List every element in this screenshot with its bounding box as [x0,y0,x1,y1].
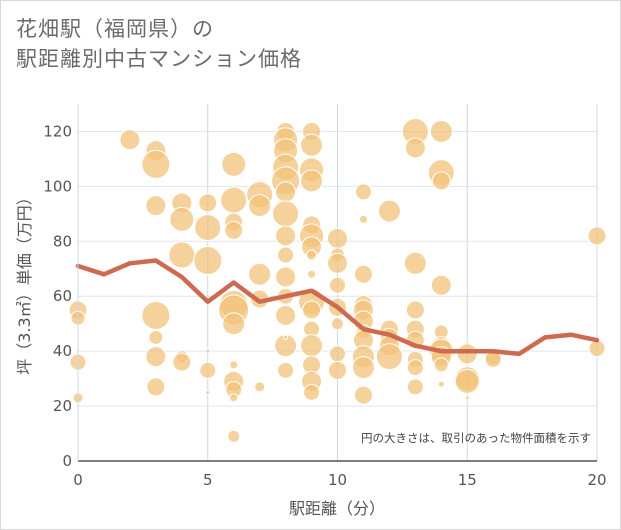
x-tick-label: 0 [73,471,83,489]
grid-lines [78,104,598,461]
bubble [141,300,171,330]
axes [77,104,597,462]
bubble [146,377,166,397]
bubble [351,356,375,380]
bubble [406,359,424,377]
title-line-2: 駅距離別中古マンション価格 [16,47,302,71]
bubble [145,195,167,217]
y-axis-title: 坪（3.3㎡）単価（万円） [15,189,34,374]
bubble [329,276,346,294]
y-tick-label: 80 [53,232,72,250]
bubble [205,389,211,395]
bubble [229,360,239,370]
bubble [272,200,300,228]
bubble [221,151,247,177]
bubble [145,346,167,368]
bubble [353,264,373,284]
bubble [168,241,196,269]
bubble [194,214,222,242]
bubble [248,262,272,286]
x-axis-title: 駅距離（分） [289,499,385,518]
y-tick-label: 60 [53,287,72,305]
y-tick-label: 40 [53,342,72,360]
bubble [303,383,321,401]
bubble [430,274,452,296]
bubble [300,133,324,157]
average-price-line [75,258,600,357]
bubble [220,186,248,214]
bubble [454,368,480,394]
bubble [429,119,453,143]
bubble [227,429,241,443]
x-tick-label: 20 [587,471,606,489]
bubble [587,226,607,246]
bubble [433,357,449,373]
bubble [224,220,244,240]
bubble [275,304,297,326]
size-note: 円の大きさは、取引のあった物件面積を示す [361,431,591,445]
bubble [358,214,368,224]
bubble [353,385,373,405]
bubble [464,395,470,401]
bubble [275,181,297,203]
bubble [328,360,347,380]
bubble [277,246,295,264]
bubble [141,149,171,179]
y-tick-label: 20 [53,397,72,415]
bubble [375,343,403,371]
bubble [300,334,324,358]
bubble [354,183,372,201]
bubble [193,246,223,276]
bubble [403,251,427,275]
bubble [377,199,401,223]
bubble [274,334,298,358]
chart-title: 花畑駅（福岡県）の 駅距離別中古マンション価格 [16,14,302,74]
bubble [199,361,217,379]
bubble [588,339,606,357]
bubble [327,252,348,274]
tick-labels: 0 20 40 60 80 100 120 0 5 10 15 20 [43,122,606,489]
bubble [331,317,344,331]
bubble [229,393,239,403]
y-tick-label: 100 [43,177,72,195]
bubble [283,334,289,340]
bubble [302,300,322,320]
bubble [329,345,346,363]
x-tick-label: 10 [328,471,347,489]
bubbles [68,117,607,443]
x-tick-label: 15 [458,471,477,489]
bubble [148,329,164,345]
title-line-1: 花畑駅（福岡県）の [16,17,214,41]
bubble [437,380,445,388]
bubble [198,193,218,213]
bubble [119,129,141,151]
bubble [300,169,324,193]
bubble [248,194,272,218]
bubble [172,352,192,372]
bubble [222,312,246,336]
bubble [406,378,424,396]
bubble [254,381,266,393]
bubble [306,249,318,261]
bubble [404,137,426,159]
x-tick-label: 5 [203,471,213,489]
y-tick-label: 120 [43,122,72,140]
bubble [307,269,317,279]
bubble [275,266,297,288]
bubble [277,361,295,379]
bubble [327,228,348,250]
bubble [456,343,478,365]
y-tick-label: 0 [62,452,72,470]
bubble [205,348,211,354]
bubble [275,225,297,247]
bubble [169,206,195,232]
bubble [431,171,451,191]
bubble [405,300,425,320]
